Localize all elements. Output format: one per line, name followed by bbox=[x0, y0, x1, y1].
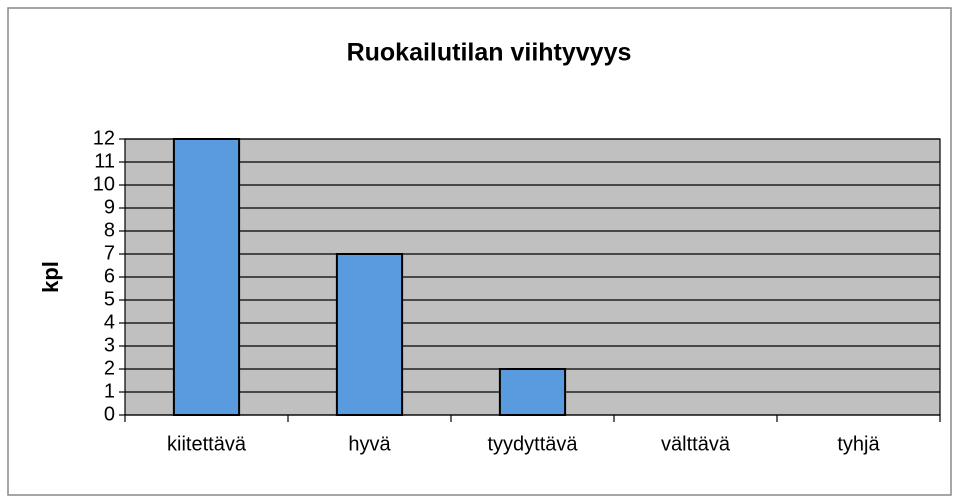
x-tick-label: hyvä bbox=[348, 433, 391, 455]
bar bbox=[172, 138, 241, 416]
y-tick-label: 11 bbox=[94, 150, 115, 172]
y-tick-label: 9 bbox=[104, 196, 115, 218]
x-tick-label: kiitettävä bbox=[167, 433, 247, 455]
y-tick-label: 6 bbox=[104, 265, 115, 287]
x-tick-label: tyhjä bbox=[837, 433, 880, 455]
x-tick-label: tyydyttävä bbox=[487, 433, 578, 455]
y-axis-label: kpl bbox=[38, 261, 63, 293]
y-tick-label: 8 bbox=[104, 219, 115, 241]
y-tick-label: 1 bbox=[104, 380, 115, 402]
bar bbox=[498, 368, 567, 416]
y-tick-label: 0 bbox=[104, 403, 115, 425]
x-tick-label: välttävä bbox=[661, 433, 731, 455]
y-tick-label: 3 bbox=[104, 334, 115, 356]
y-tick-label: 5 bbox=[104, 288, 115, 310]
y-tick-label: 2 bbox=[104, 357, 115, 379]
y-tick-label: 10 bbox=[93, 173, 115, 195]
bar bbox=[335, 253, 404, 416]
y-tick-label: 7 bbox=[104, 242, 115, 264]
y-tick-label: 12 bbox=[93, 127, 115, 149]
y-tick-label: 4 bbox=[104, 311, 115, 333]
chart-title: Ruokailutilan viihtyvyys bbox=[347, 39, 632, 67]
